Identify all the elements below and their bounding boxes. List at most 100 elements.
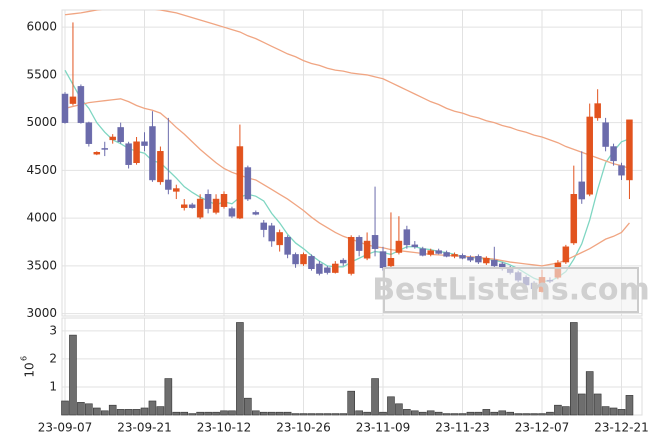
y-tick-label: 3000 [26, 306, 57, 320]
candle-body [85, 122, 93, 144]
candle-body [332, 263, 339, 273]
volume-bar [252, 410, 260, 416]
candle-body [117, 127, 124, 143]
candle-body [165, 179, 172, 190]
candle-body [403, 229, 411, 246]
volume-bar [267, 411, 276, 416]
volume-unit-exponent: 6 [20, 356, 29, 361]
y-tick-label: 4500 [26, 163, 57, 177]
volume-bar [482, 409, 491, 416]
volume-bar [323, 413, 332, 416]
candle-body [109, 136, 116, 141]
candle-body [220, 194, 228, 207]
volume-bar [188, 413, 196, 416]
volume-bar [577, 393, 586, 416]
candle-body [77, 86, 85, 123]
candle-body [61, 93, 69, 123]
volume-bar [617, 409, 626, 416]
candle-body [610, 146, 617, 162]
volume-bar [77, 402, 85, 416]
volume-bar [387, 396, 395, 416]
candle-body [149, 126, 156, 181]
candle-body [340, 259, 347, 264]
volume-bar [331, 413, 340, 416]
y-tick-label: 3500 [26, 258, 57, 272]
volume-bar [196, 411, 204, 416]
volume-bar [371, 378, 379, 416]
y-tick-label: 5500 [26, 67, 57, 81]
volume-bar [562, 406, 570, 416]
x-tick-label: 23-12-21 [594, 421, 648, 435]
candle-body [260, 222, 267, 230]
y-tick-label: 5000 [26, 115, 57, 129]
volume-bar [220, 410, 228, 416]
candle-body [196, 198, 204, 218]
candle-body [411, 244, 419, 248]
volume-bar [291, 413, 300, 416]
candle-body [387, 257, 395, 267]
volume-bar [569, 322, 578, 416]
candle-body [300, 254, 307, 265]
volume-bar [69, 334, 77, 416]
candle-body [141, 141, 148, 146]
candle-body [268, 225, 275, 242]
volume-bar [164, 378, 173, 416]
volume-bar [363, 411, 371, 416]
candle-body [212, 198, 220, 213]
candle-body [101, 148, 108, 150]
volume-bar [418, 411, 427, 416]
y-tick-label: 6000 [26, 20, 57, 34]
volume-bar [212, 411, 220, 416]
volume-bar [244, 397, 252, 416]
candle-body [467, 257, 474, 261]
y-tick-label: 4000 [26, 211, 57, 225]
price-panel [61, 9, 643, 317]
x-tick-label: 23-12-07 [515, 421, 569, 435]
volume-bar [61, 400, 69, 416]
volume-bar [275, 411, 284, 416]
volume-bar [132, 409, 141, 416]
grid [62, 10, 642, 415]
volume-tick-label: 3 [49, 323, 57, 337]
candle-body [435, 250, 442, 254]
volume-bar [236, 322, 244, 416]
candle-body [379, 251, 387, 269]
volume-unit-base: 10 [23, 362, 37, 377]
candle-body [133, 141, 140, 164]
volume-bar [148, 400, 157, 416]
volume-bar [442, 413, 451, 416]
candle-body [284, 236, 291, 255]
candle-body [586, 116, 593, 195]
x-tick-label: 23-11-23 [435, 421, 489, 435]
watermark: BestListens.com [372, 273, 650, 308]
volume-bar [426, 410, 435, 416]
volume-bar [180, 411, 189, 416]
candle-body [483, 257, 490, 264]
volume-bar [379, 411, 387, 416]
candle-body [491, 259, 498, 267]
volume-bar [339, 413, 348, 416]
candle-body [252, 212, 260, 215]
candle-body [292, 254, 299, 265]
volume-bar [601, 406, 610, 416]
volume-bar [434, 411, 443, 416]
volume-bar [172, 411, 181, 416]
candle-body [562, 246, 570, 263]
volume-bar [85, 403, 93, 416]
volume-bar [609, 407, 618, 416]
volume-bar [307, 413, 316, 416]
candle-body [181, 204, 188, 208]
volume-bar [490, 411, 499, 416]
candle-body [419, 248, 426, 256]
moving-average-line [64, 98, 630, 267]
volume-bar [315, 413, 324, 416]
candle-body [308, 256, 315, 269]
candle-body [594, 103, 601, 119]
candle-body [371, 235, 379, 249]
candle-body [173, 188, 180, 192]
volume-bar [514, 413, 522, 416]
volume-bar [538, 413, 546, 416]
candle-body [395, 240, 403, 253]
volume-bar [403, 409, 411, 416]
